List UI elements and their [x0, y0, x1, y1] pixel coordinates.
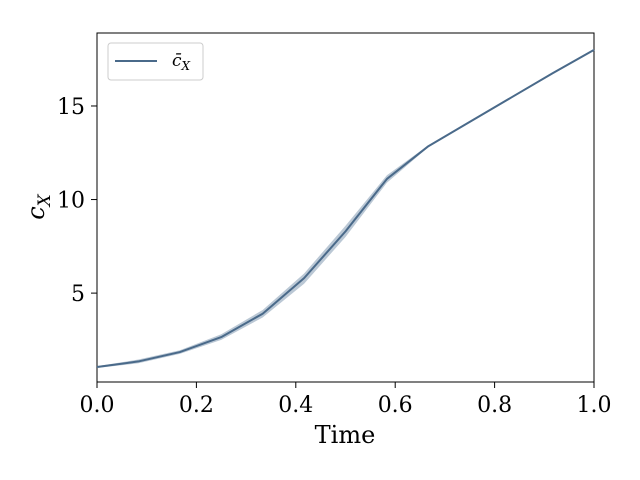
y-axis-label: cX [22, 193, 55, 219]
x-tick-label: 0.0 [80, 393, 115, 418]
legend: c̄X [107, 42, 204, 81]
y-tick-label: 10 [57, 189, 85, 214]
confidence-bands [97, 48, 594, 368]
series-lines [96, 48, 595, 369]
x-tick-label: 0.4 [278, 393, 313, 418]
plot-area [96, 32, 595, 383]
x-tick-label: 1.0 [577, 393, 612, 418]
x-axis-label: Time [315, 421, 376, 449]
x-tick-label: 0.2 [179, 393, 214, 418]
y-tick-label: 15 [57, 95, 85, 120]
x-tick-label: 0.8 [477, 393, 512, 418]
y-axis-ticks: 5 10 15 [57, 95, 97, 307]
x-tick-label: 0.6 [378, 393, 413, 418]
y-tick-label: 5 [71, 282, 85, 307]
plot-frame [96, 32, 595, 383]
x-axis-ticks: 0.0 0.2 0.4 0.6 0.8 1.0 [80, 382, 612, 418]
legend-label-cx: c̄X [172, 51, 191, 73]
series-band [97, 48, 594, 368]
series-line [96, 48, 595, 369]
